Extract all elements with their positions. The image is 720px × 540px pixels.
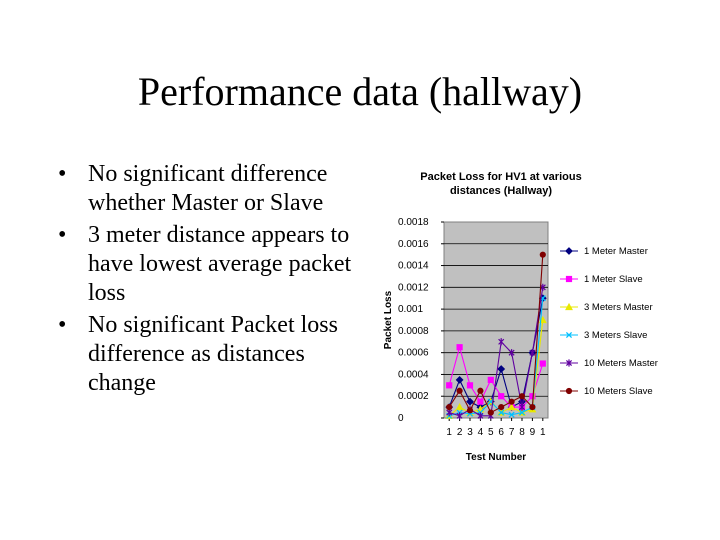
packet-loss-chart: Packet Loss for HV1 at various distances …	[383, 171, 658, 463]
series-line-5	[449, 287, 544, 417]
x-tick-label: 9	[530, 427, 536, 438]
data-point	[455, 402, 464, 411]
data-point	[498, 393, 505, 400]
legend-marker	[565, 302, 573, 311]
x-tick-label: 4	[478, 427, 484, 438]
slide-title: Performance data (hallway)	[137, 69, 583, 114]
y-tick-label: 0.0014	[398, 261, 429, 272]
data-point	[518, 403, 526, 411]
legend-marker	[565, 359, 573, 367]
data-point	[456, 344, 463, 351]
x-tick-label: 1	[540, 427, 546, 438]
data-point	[477, 412, 484, 420]
data-point	[456, 412, 463, 420]
data-point	[455, 375, 464, 384]
x-tick-label: 2	[457, 427, 463, 438]
data-point	[466, 397, 474, 406]
legend-label: 3 Meters Master	[584, 302, 653, 313]
bullet-dot-icon: •	[58, 161, 67, 187]
bullet-dot-icon: •	[58, 222, 67, 248]
bullet-dot-icon: •	[58, 312, 67, 338]
data-point	[507, 402, 516, 411]
data-point	[518, 393, 526, 400]
data-point	[498, 404, 505, 411]
data-point	[518, 409, 526, 416]
legend-label: 1 Meter Slave	[584, 274, 643, 285]
x-tick-label: 1	[446, 427, 452, 438]
data-point	[508, 349, 515, 357]
x-tick-label: 6	[498, 427, 504, 438]
data-point	[487, 409, 494, 416]
x-tick-label: 3	[467, 427, 473, 438]
x-tick-label: 5	[488, 427, 494, 438]
data-point	[529, 393, 536, 400]
bullet-item: • No significant Packet loss difference a…	[58, 311, 358, 398]
legend-label: 3 Meters Slave	[584, 330, 647, 341]
data-point	[477, 398, 484, 405]
data-point	[508, 411, 515, 418]
data-point	[446, 382, 453, 389]
series-line-6	[448, 254, 544, 414]
y-tick-label: 0.0018	[398, 217, 429, 228]
y-tick-label: 0.0006	[398, 348, 429, 359]
legend-label: 1 Meter Master	[584, 246, 648, 257]
bullet-text: No significant difference whether Master…	[88, 161, 328, 216]
y-tick-label: 0.0002	[398, 391, 429, 402]
x-axis-label: Test Number	[466, 452, 526, 463]
data-point	[529, 404, 536, 411]
data-point	[539, 251, 546, 258]
y-tick-label: 0.0008	[398, 326, 429, 337]
data-point	[487, 376, 494, 383]
x-tick-label: 7	[509, 427, 515, 438]
data-point	[477, 387, 484, 394]
data-point	[446, 404, 453, 411]
data-point	[466, 407, 474, 414]
x-tick-label: 8	[519, 427, 525, 438]
data-point	[498, 409, 505, 416]
data-point	[498, 338, 505, 346]
bullet-list: • No significant difference whether Maste…	[58, 160, 358, 401]
y-axis-label: Packet Loss	[383, 290, 394, 349]
y-tick-label: 0.0012	[398, 282, 429, 293]
data-point	[529, 349, 536, 357]
legend-marker	[565, 275, 573, 283]
legend-label: 10 Meters Master	[584, 358, 658, 369]
legend-label: 10 Meters Slave	[584, 386, 653, 397]
y-tick-label: 0.0004	[398, 369, 429, 380]
data-point	[497, 365, 506, 373]
legend-marker	[565, 247, 573, 255]
data-point	[466, 382, 474, 389]
legend-marker	[565, 387, 573, 395]
legend-marker	[565, 331, 573, 339]
y-tick-label: 0.001	[398, 304, 423, 315]
data-point	[508, 398, 515, 405]
data-point	[456, 387, 463, 394]
data-point	[539, 360, 546, 367]
y-tick-label: 0.0016	[398, 239, 429, 250]
bullet-text: No significant Packet loss difference as…	[88, 312, 338, 396]
bullet-text: 3 meter distance appears to have lowest …	[88, 222, 352, 306]
bullet-item: • No significant difference whether Maste…	[58, 160, 358, 218]
bullet-item: • 3 meter distance appears to have lowest…	[58, 221, 358, 308]
chart-title: Packet Loss for HV1 at various distances …	[420, 171, 581, 197]
y-tick-label: 0	[398, 413, 404, 424]
